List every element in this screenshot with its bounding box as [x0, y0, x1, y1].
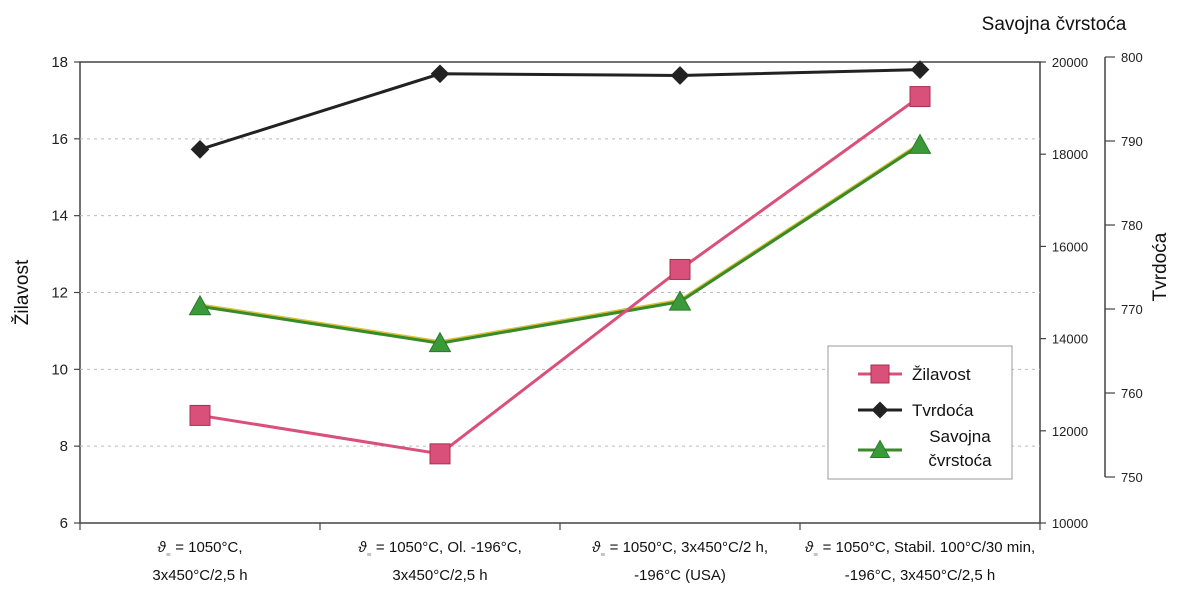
- x-category-label: ϑ₌ = 1050°C,: [158, 539, 243, 559]
- series-marker: [669, 258, 691, 280]
- legend: Žilavost Tvrdoća Savojna čvrstoća: [827, 345, 1013, 480]
- series-marker: [668, 290, 692, 311]
- series-marker: [428, 331, 452, 353]
- left-tick-label: 12: [51, 285, 68, 302]
- legend-swatch-marker: [869, 439, 891, 459]
- right1-axis-label: Savojna čvrstoća: [982, 14, 1127, 35]
- right2-tick-label: 770: [1121, 302, 1143, 317]
- x-category-label-line2: 3x450°C/2,5 h: [152, 567, 247, 584]
- legend-label: Savojna: [929, 427, 991, 446]
- right1-tick-label: 16000: [1052, 239, 1088, 254]
- right2-axis-label: Tvrdoća: [1150, 232, 1171, 301]
- series-marker: [910, 60, 930, 79]
- series-marker: [908, 133, 932, 154]
- left-axis-label: Žilavost: [11, 259, 33, 325]
- series-line: [199, 143, 921, 345]
- legend-swatch-marker: [871, 401, 889, 419]
- left-tick-label: 8: [60, 438, 68, 455]
- x-category-label-line2: -196°C (USA): [634, 567, 726, 584]
- legend-box: [827, 345, 1013, 480]
- series: [188, 60, 932, 465]
- x-category-label: ϑ₌ = 1050°C, Stabil. 100°C/30 min,: [805, 539, 1035, 559]
- series-marker: [429, 443, 451, 465]
- left-tick-label: 18: [51, 54, 68, 71]
- left-tick-label: 6: [60, 515, 68, 532]
- right1-tick-label: 12000: [1052, 424, 1088, 439]
- right2-tick-label: 750: [1121, 470, 1143, 485]
- series-line: [199, 68, 921, 151]
- x-category-label: ϑ₌ = 1050°C, 3x450°C/2 h,: [592, 539, 768, 559]
- right1-tick-label: 14000: [1052, 332, 1088, 347]
- axes: 6 8 10 12 14 16 18 Žilavost 10000 12000 14000 16000…: [11, 14, 1171, 584]
- series-line-shadow: [199, 142, 921, 343]
- series-0: [189, 86, 931, 465]
- right1-tick-label: 18000: [1052, 147, 1088, 162]
- right1-tick-label: 10000: [1052, 516, 1088, 531]
- left-tick-label: 10: [51, 361, 68, 378]
- right1-tick-label: 20000: [1052, 55, 1088, 70]
- left-tick-label: 16: [51, 131, 68, 148]
- right2-tick-label: 760: [1121, 386, 1143, 401]
- legend-label: Tvrdoća: [912, 401, 974, 420]
- x-category-label-line2: -196°C, 3x450°C/2,5 h: [845, 567, 995, 584]
- series-marker: [670, 66, 690, 85]
- legend-label: Žilavost: [912, 365, 971, 384]
- series-1: [190, 60, 930, 159]
- right2-tick-label: 780: [1121, 218, 1143, 233]
- left-tick-label: 14: [51, 208, 68, 225]
- series-marker: [909, 86, 931, 108]
- legend-label-line2: čvrstoća: [928, 451, 992, 470]
- x-category-label: ϑ₌ = 1050°C, Ol. -196°C,: [358, 539, 522, 559]
- right2-tick-label: 790: [1121, 134, 1143, 149]
- series-line: [199, 95, 921, 456]
- series-marker: [188, 294, 212, 316]
- series-marker: [430, 64, 450, 84]
- series-marker: [189, 404, 211, 426]
- series-2: [188, 133, 932, 353]
- series-marker: [190, 140, 210, 159]
- right2-tick-label: 800: [1121, 50, 1143, 65]
- legend-swatch-marker: [870, 364, 890, 384]
- x-category-label-line2: 3x450°C/2,5 h: [392, 567, 487, 584]
